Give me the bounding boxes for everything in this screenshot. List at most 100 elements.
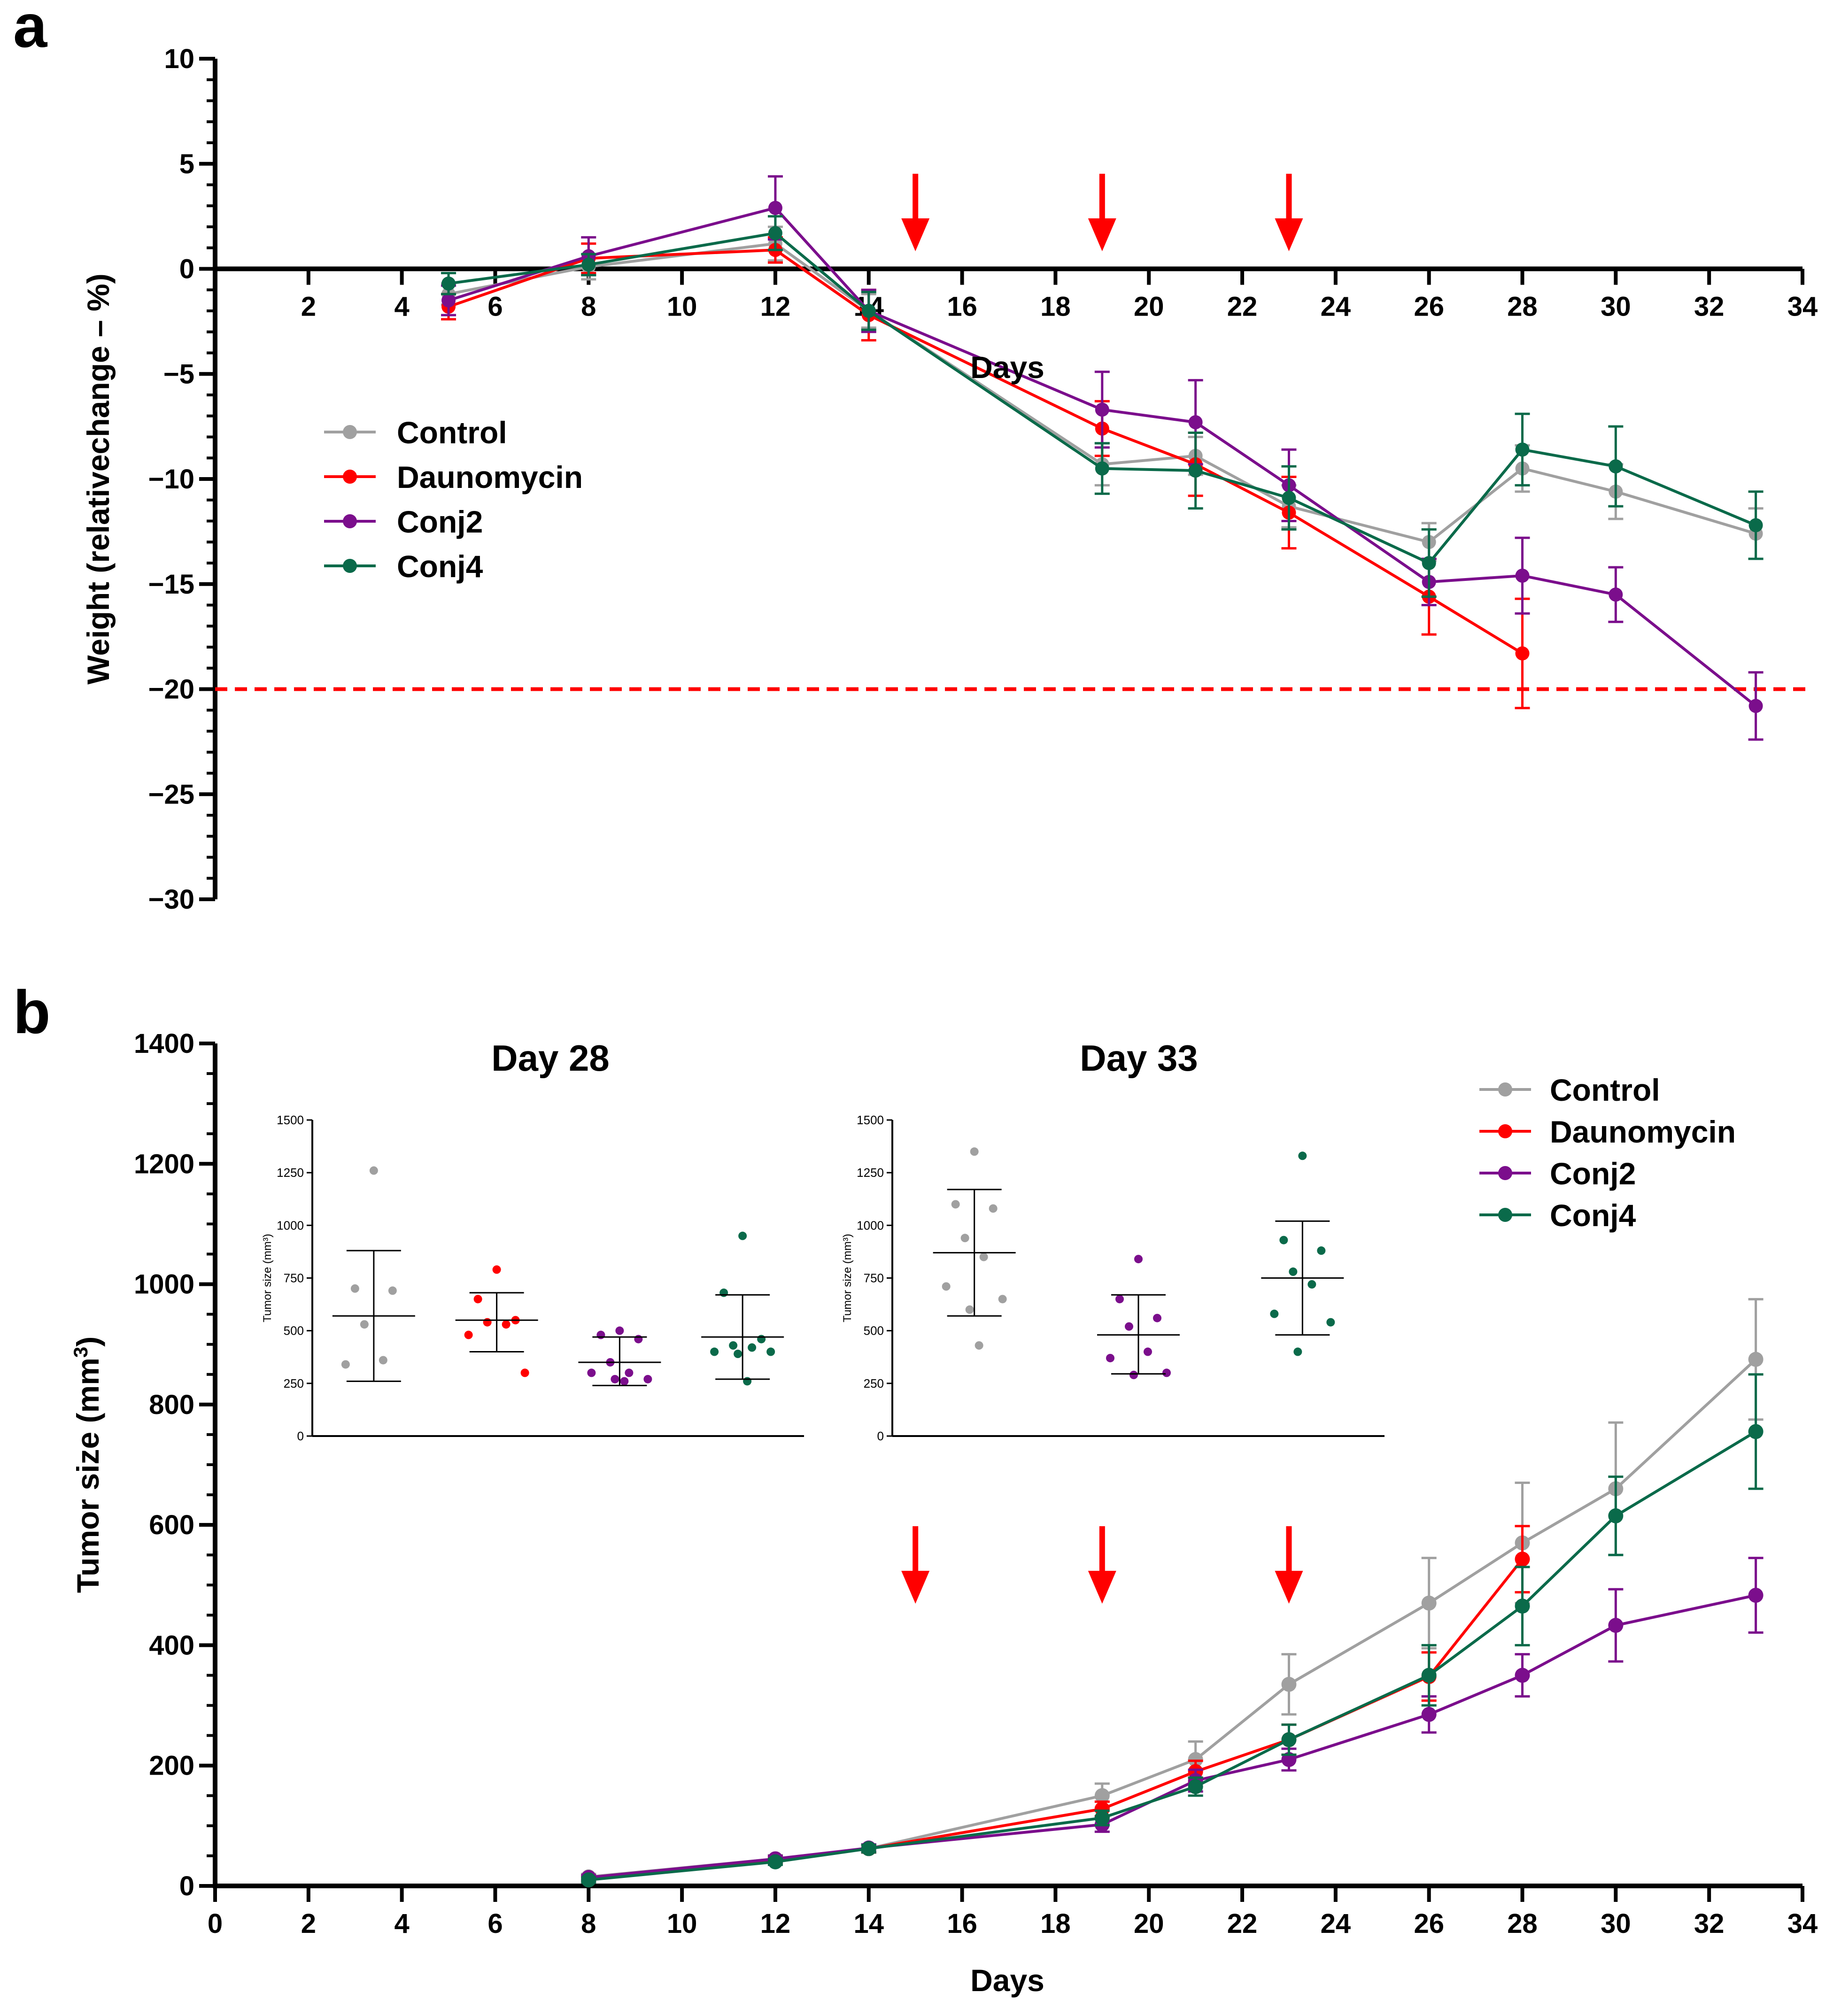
inset-day33-point-control — [979, 1252, 988, 1261]
panel-label-b: b — [13, 978, 50, 1046]
weight-y-tick-label: −30 — [148, 884, 194, 915]
tumor-point-conj4 — [1094, 1810, 1110, 1826]
tumor-x-tick-label: 22 — [1227, 1908, 1258, 1939]
inset-day28-point-conj4 — [719, 1288, 728, 1297]
inset-day28-y-tick-label: 1000 — [277, 1218, 304, 1232]
weight-point-conj2 — [1188, 415, 1203, 430]
inset-day28-y-tick-label: 500 — [284, 1324, 304, 1338]
weight-dosing-arrows — [901, 174, 1303, 251]
inset-day33-point-conj2 — [1144, 1347, 1152, 1356]
tumor-line-daunomycin — [588, 1558, 1524, 1880]
tumor-line-conj4 — [588, 1430, 1757, 1882]
weight-x-tick-label: 2 — [301, 292, 316, 322]
weight-chart-axes: 1050−5−10−15−20−25−302468101214161820222… — [148, 44, 1818, 915]
weight-point-conj2 — [1515, 568, 1530, 583]
inset-day28-point-control — [388, 1286, 397, 1295]
tumor-legend-label-daunomycin: Daunomycin — [1550, 1114, 1736, 1149]
weight-x-tick-label: 6 — [487, 292, 503, 322]
tumor-x-tick-label: 12 — [760, 1908, 791, 1939]
inset-day33-y-tick-label: 1000 — [857, 1218, 884, 1232]
inset-day28-point-daunomycin — [492, 1265, 501, 1274]
inset-day28-y-tick-label: 1500 — [277, 1113, 304, 1127]
inset-day33-point-conj2 — [1106, 1353, 1114, 1362]
tumor-y-tick-label: 400 — [149, 1630, 194, 1661]
weight-x-tick-label: 34 — [1787, 292, 1818, 322]
inset-day28-point-conj2 — [620, 1377, 629, 1386]
tumor-legend-marker-conj2 — [1498, 1166, 1512, 1180]
weight-x-tick-label: 30 — [1601, 292, 1631, 322]
inset-day28-point-daunomycin — [483, 1318, 492, 1327]
tumor-point-conj4 — [1188, 1779, 1203, 1794]
tumor-legend-marker-daunomycin — [1498, 1124, 1512, 1138]
inset-day33-point-conj2 — [1162, 1368, 1171, 1377]
inset-day28-point-conj2 — [596, 1330, 605, 1339]
inset-day28-y-tick-label: 1250 — [277, 1166, 304, 1180]
tumor-x-tick-label: 16 — [947, 1908, 977, 1939]
tumor-series-group — [581, 1298, 1764, 1888]
inset-day28-point-conj4 — [766, 1347, 775, 1356]
weight-point-conj4 — [441, 276, 456, 291]
tumor-line-conj2 — [588, 1594, 1756, 1879]
weight-y-tick-label: 0 — [179, 254, 194, 285]
tumor-x-tick-label: 0 — [208, 1908, 223, 1939]
weight-point-conj4 — [581, 257, 596, 272]
tumor-x-tick-label: 34 — [1787, 1908, 1818, 1939]
tumor-point-conj4 — [1421, 1668, 1437, 1683]
weight-y-axis-title: Weight (relativechange – %) — [81, 273, 116, 684]
tumor-x-tick-label: 18 — [1040, 1908, 1071, 1939]
inset-day28-point-daunomycin — [464, 1330, 473, 1339]
weight-dosing-arrow — [1275, 174, 1303, 251]
inset-day28-point-conj4 — [738, 1231, 747, 1240]
inset-day33-point-conj4 — [1289, 1267, 1298, 1276]
weight-point-conj4 — [1609, 459, 1623, 474]
weight-y-tick-label: 5 — [179, 149, 194, 179]
tumor-y-tick-label: 600 — [149, 1510, 194, 1540]
inset-day28-point-control — [360, 1320, 369, 1329]
weight-point-conj4 — [768, 226, 782, 240]
weight-y-tick-label: −20 — [148, 674, 194, 705]
tumor-point-conj4 — [767, 1854, 783, 1869]
tumor-legend-label-conj2: Conj2 — [1550, 1156, 1636, 1191]
weight-point-conj4 — [861, 304, 876, 318]
weight-x-tick-label: 8 — [581, 292, 596, 322]
inset-day28-point-conj2 — [611, 1375, 619, 1383]
tumor-y-tick-label: 200 — [149, 1751, 194, 1781]
inset-day33-y-axis-title: Tumor size (mm³) — [841, 1234, 854, 1322]
weight-legend-label-control: Control — [397, 415, 507, 450]
inset-day33-point-conj2 — [1134, 1255, 1143, 1264]
inset-day33-point-conj2 — [1115, 1295, 1124, 1304]
tumor-x-tick-label: 24 — [1321, 1908, 1351, 1939]
inset-day28-point-conj2 — [615, 1326, 624, 1335]
tumor-y-axis-title-end: ) — [70, 1336, 105, 1347]
weight-point-conj4 — [1422, 556, 1436, 570]
inset-day33-y-tick-label: 500 — [864, 1324, 884, 1338]
weight-x-tick-label: 22 — [1227, 292, 1258, 322]
tumor-x-tick-label: 32 — [1694, 1908, 1725, 1939]
inset-day28-point-conj4 — [729, 1341, 738, 1350]
inset-day28-point-conj2 — [587, 1368, 596, 1377]
weight-point-conj4 — [1095, 461, 1109, 476]
weight-point-conj2 — [768, 201, 782, 215]
weight-x-tick-label: 24 — [1321, 292, 1351, 322]
tumor-legend-marker-control — [1498, 1082, 1512, 1097]
tumor-y-axis-title: Tumor size (mm3) — [70, 1336, 105, 1593]
inset-day33-point-conj2 — [1125, 1322, 1133, 1331]
inset-day33-point-control — [970, 1147, 979, 1156]
tumor-x-axis-title: Days — [970, 1963, 1044, 1998]
inset-day28-y-axis-title: Tumor size (mm³) — [261, 1234, 274, 1322]
inset-day33-point-conj4 — [1317, 1246, 1326, 1255]
inset-day28-point-daunomycin — [520, 1368, 529, 1377]
tumor-y-tick-label: 1400 — [134, 1028, 194, 1059]
inset-day33-y-tick-label: 750 — [864, 1271, 884, 1285]
panel-label-a: a — [13, 0, 48, 60]
tumor-point-conj4 — [581, 1872, 596, 1888]
inset-day28-point-conj4 — [743, 1377, 752, 1386]
inset-day28-title: Day 28 — [491, 1037, 610, 1079]
weight-legend: Control Daunomycin Conj2 Conj4 — [324, 415, 583, 584]
weight-legend-marker-control — [343, 425, 357, 439]
tumor-y-tick-label: 0 — [179, 1871, 194, 1901]
inset-day28-point-control — [350, 1284, 359, 1293]
inset-day33-point-control — [998, 1295, 1007, 1304]
